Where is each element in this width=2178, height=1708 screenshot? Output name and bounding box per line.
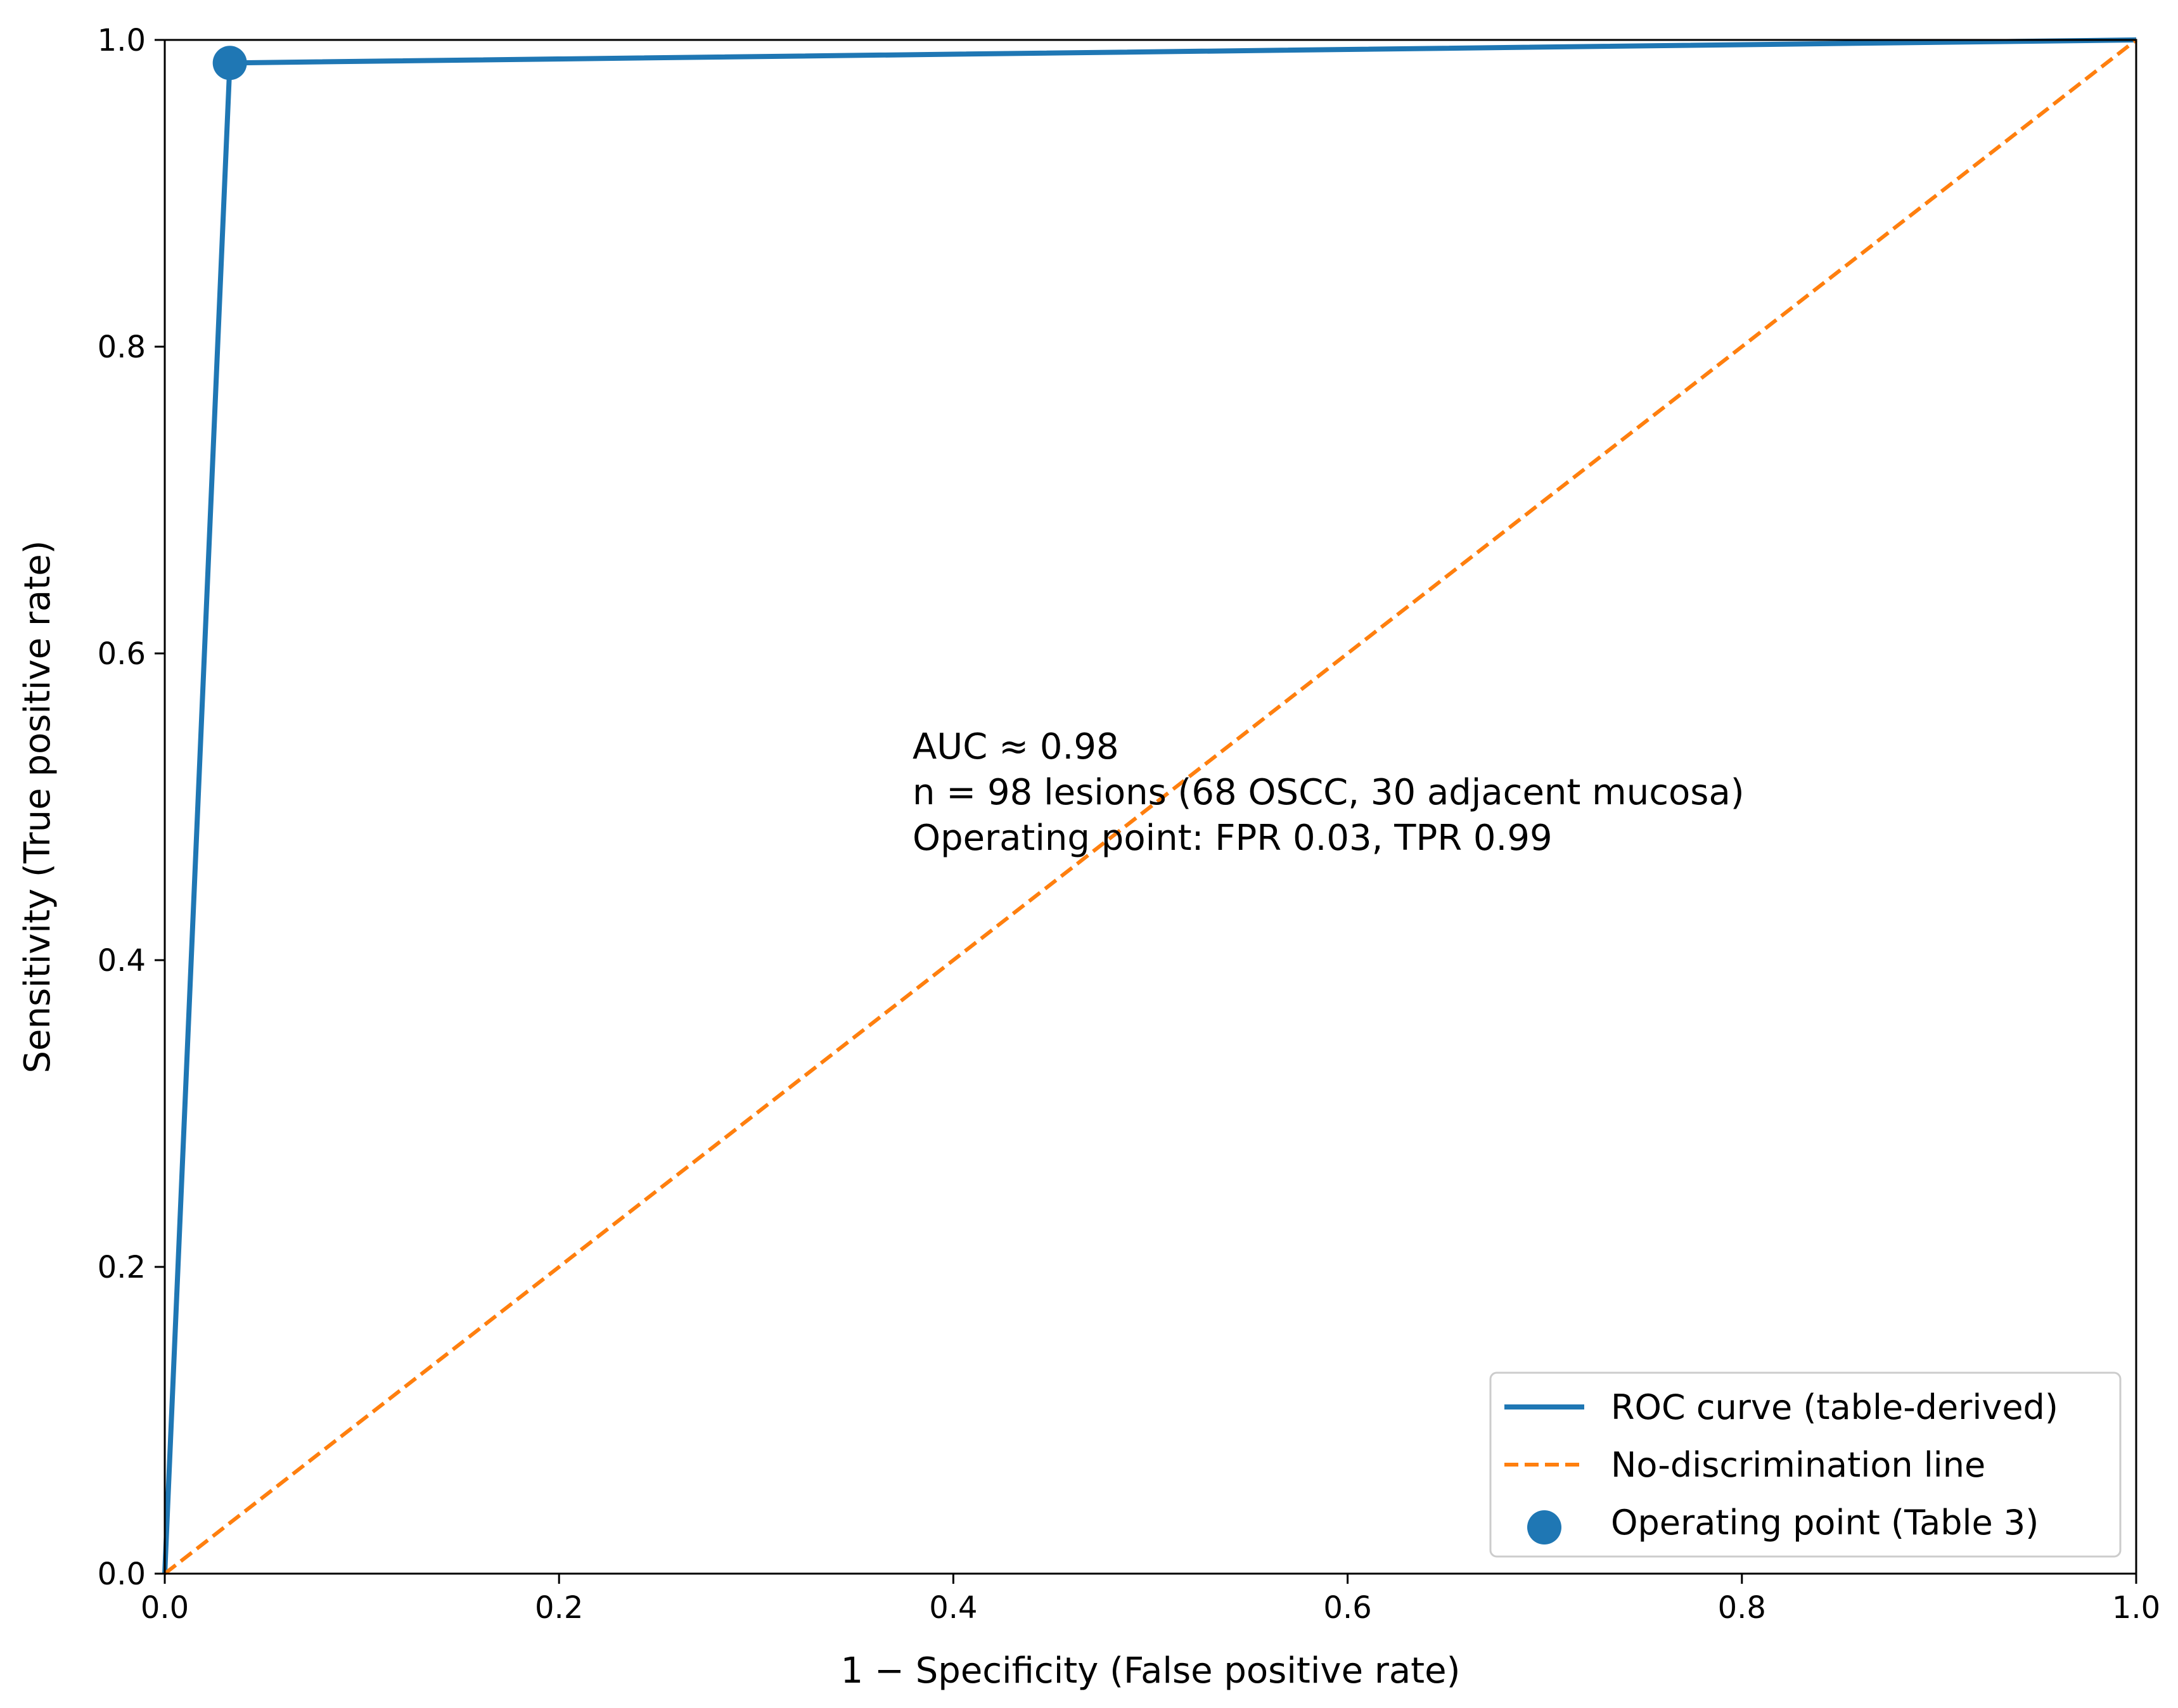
- y-tick-label: 0.0: [98, 1557, 146, 1592]
- y-tick-label: 0.2: [98, 1250, 146, 1285]
- x-axis-label: 1 − Specificity (False positive rate): [841, 1650, 1461, 1692]
- x-tick-label: 0.6: [1323, 1590, 1371, 1626]
- annotation-line: Operating point: FPR 0.03, TPR 0.99: [913, 818, 1553, 859]
- no-discrimination-line: [163, 38, 2137, 1576]
- legend-swatch-marker: [1527, 1510, 1561, 1544]
- y-tick-label: 0.4: [98, 943, 146, 979]
- annotation-block: AUC ≈ 0.98 n = 98 lesions (68 OSCC, 30 ad…: [913, 726, 1745, 859]
- legend-entry-label: ROC curve (table-derived): [1611, 1387, 2058, 1427]
- legend: ROC curve (table-derived) No-discriminati…: [1489, 1371, 2122, 1558]
- legend-entry-label: Operating point (Table 3): [1611, 1503, 2039, 1543]
- operating-point-marker: [212, 46, 247, 80]
- axis-ticks: 0.0 0.2 0.4 0.6 0.8 1.0 0.0 0.2 0.4 0.6 0.8 1.0: [98, 23, 2161, 1626]
- plot-area: [162, 37, 2137, 1576]
- y-axis-label: Sensitivity (True positive rate): [17, 541, 58, 1074]
- x-tick-label: 0.2: [535, 1590, 583, 1626]
- x-tick-label: 0.4: [929, 1590, 977, 1626]
- x-tick-label: 1.0: [2112, 1590, 2160, 1626]
- y-tick-label: 0.6: [98, 636, 146, 672]
- plot-frame: [163, 39, 2137, 1575]
- annotation-line: n = 98 lesions (68 OSCC, 30 adjacent muc…: [913, 772, 1745, 813]
- legend-entry-label: No-discrimination line: [1611, 1445, 1985, 1485]
- legend-box: [1489, 1371, 2122, 1558]
- y-tick-label: 1.0: [98, 23, 146, 58]
- annotation-line: AUC ≈ 0.98: [913, 726, 1119, 767]
- y-tick-label: 0.8: [98, 330, 146, 365]
- x-tick-label: 0.0: [141, 1590, 189, 1626]
- x-tick-label: 0.8: [1718, 1590, 1766, 1626]
